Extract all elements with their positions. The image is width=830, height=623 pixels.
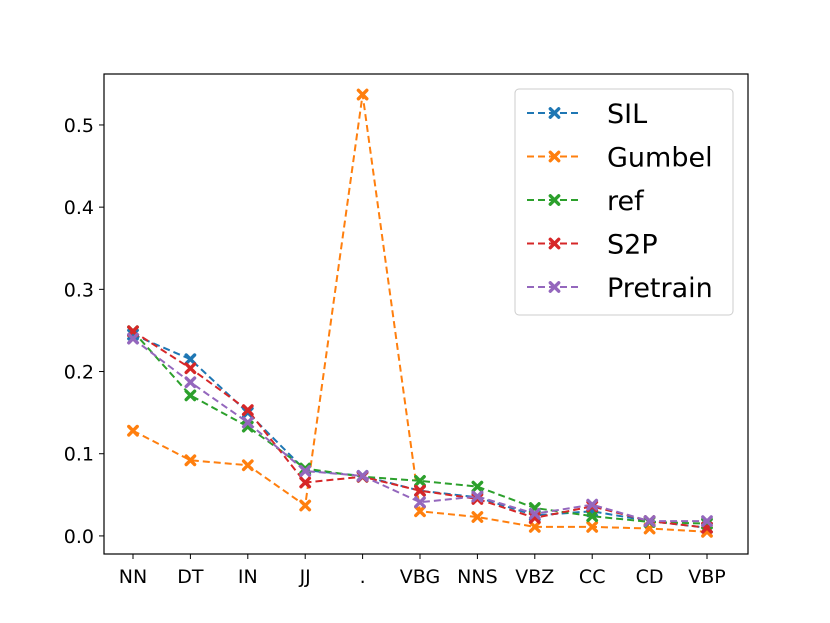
series-pretrain: [127, 332, 713, 528]
data-point-pretrain: [414, 496, 426, 509]
data-point-pretrain: [299, 465, 312, 477]
legend-label: Gumbel: [607, 143, 713, 174]
data-point-s2p: [299, 476, 312, 489]
data-point-ref: [414, 474, 426, 487]
x-tick-label: NN: [119, 566, 147, 588]
legend-marker: [548, 107, 561, 119]
legend-item-gumbel: Gumbel: [527, 143, 713, 174]
legend-marker: [548, 281, 561, 293]
data-point-s2p: [414, 484, 426, 497]
series-line-s2p: [132, 330, 708, 529]
data-point-gumbel: [241, 459, 254, 472]
series-ref: [127, 325, 713, 530]
legend-marker: [548, 150, 561, 163]
y-tick-label: 0.0: [64, 526, 94, 548]
data-point-s2p: [241, 404, 254, 417]
legend-item-pretrain: Pretrain: [527, 273, 713, 304]
x-tick-label: NNS: [457, 566, 498, 588]
x-axis: NN DT IN JJ. VBG NNS VBZ CC CD VBP: [119, 554, 726, 588]
x-tick-label: VBG: [400, 566, 440, 588]
data-point-gumbel: [471, 511, 484, 523]
data-point-pretrain: [471, 490, 484, 503]
legend-item-s2p: S2P: [527, 230, 658, 261]
series-line-sil: [132, 333, 708, 529]
data-point-ref: [471, 480, 484, 493]
data-point-gumbel: [414, 505, 426, 518]
y-tick-label: 0.1: [64, 444, 94, 466]
series-gumbel: [127, 88, 713, 538]
data-point-pretrain: [127, 332, 139, 345]
series-line-pretrain: [132, 337, 707, 523]
data-point-sil: [184, 353, 197, 366]
series-layer: [127, 88, 713, 538]
data-point-pretrain: [701, 515, 713, 528]
x-tick-label: VBZ: [515, 566, 554, 588]
y-tick-label: 0.4: [64, 197, 94, 219]
data-point-pretrain: [241, 416, 254, 429]
legend-marker: [548, 194, 561, 206]
data-point-s2p: [184, 362, 197, 375]
data-point-gumbel: [127, 424, 139, 437]
x-tick-label: VBP: [688, 566, 726, 588]
data-point-pretrain: [184, 376, 197, 389]
data-point-ref: [184, 389, 197, 402]
data-point-ref: [586, 510, 599, 523]
x-tick-label: JJ: [299, 566, 311, 588]
legend-label: S2P: [607, 230, 658, 261]
data-point-pretrain: [586, 498, 599, 511]
data-point-gumbel: [184, 454, 197, 467]
y-axis: 0.0 0.1 0.2 0.3 0.4 0.5: [64, 115, 104, 548]
y-tick-label: 0.3: [64, 279, 94, 301]
legend: SIL Gumbel ref S2P Pretrain: [514, 88, 734, 316]
x-tick-label: CC: [579, 566, 606, 588]
data-point-pretrain: [528, 507, 541, 520]
legend-item-sil: SIL: [527, 99, 647, 130]
legend-box: [514, 88, 734, 316]
y-tick-label: 0.5: [64, 115, 94, 137]
data-point-pretrain: [356, 470, 369, 482]
x-tick-label: DT: [177, 566, 204, 588]
data-point-gumbel: [299, 499, 312, 512]
x-tick-label: CD: [636, 566, 664, 588]
legend-label: Pretrain: [607, 273, 713, 304]
legend-label: SIL: [607, 99, 647, 130]
x-tick-label: IN: [238, 566, 258, 588]
data-point-gumbel: [586, 520, 599, 533]
legend-item-ref: ref: [527, 186, 645, 217]
x-tick-label: .: [360, 566, 366, 588]
y-tick-label: 0.2: [64, 362, 94, 384]
series-line-ref: [132, 330, 708, 525]
data-point-sil: [241, 406, 254, 419]
legend-marker: [548, 237, 561, 250]
data-point-pretrain: [643, 515, 656, 528]
plot-frame: [103, 73, 749, 555]
data-point-gumbel: [356, 88, 369, 101]
data-point-s2p: [471, 493, 484, 505]
legend-label: ref: [607, 186, 645, 217]
data-point-gumbel: [528, 520, 541, 533]
